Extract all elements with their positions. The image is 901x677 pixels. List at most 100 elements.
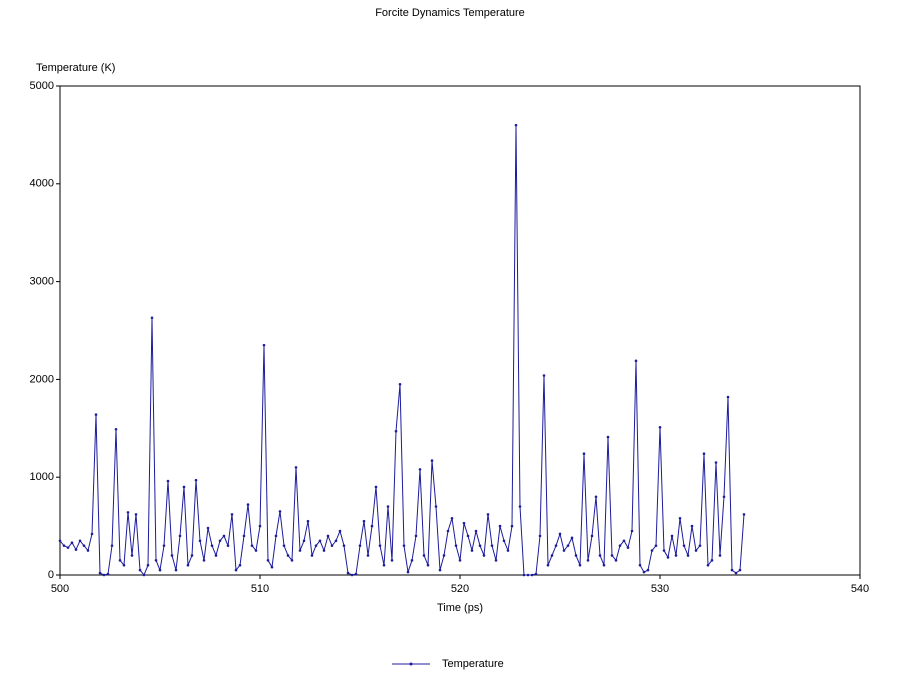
point-marker [414,534,418,538]
point-marker [270,565,274,569]
point-marker [610,554,614,557]
point-marker [210,544,214,547]
point-marker [366,554,370,557]
point-marker [518,505,522,508]
x-tick-label: 510 [251,583,269,595]
point-marker [626,546,630,549]
point-marker [130,554,134,557]
point-marker [614,559,618,562]
point-marker [506,549,510,552]
point-marker [474,529,478,533]
point-marker [522,573,526,577]
point-marker [86,549,90,552]
point-marker [378,544,382,547]
point-marker [246,503,250,506]
point-marker [82,544,86,547]
point-marker [266,559,270,562]
point-marker [606,435,610,439]
point-marker [102,573,106,577]
point-marker [666,556,670,559]
point-marker [738,568,742,572]
plot-frame [59,85,861,576]
point-marker [250,544,254,547]
point-marker [654,544,658,547]
point-marker [574,554,578,557]
point-marker [186,563,190,567]
point-marker [174,568,178,572]
point-marker [78,539,82,543]
point-marker [286,554,290,557]
point-marker [238,563,242,567]
point-marker [322,549,326,552]
point-marker [206,526,210,530]
point-marker [418,468,422,471]
point-marker [446,529,450,533]
legend-label: Temperature [442,658,504,670]
legend-marker [409,662,413,666]
point-marker [430,459,434,462]
point-marker [154,559,158,562]
x-tick-label: 520 [451,583,469,595]
point-marker [466,534,470,538]
point-marker [450,516,454,520]
point-marker [646,568,650,572]
point-marker [142,573,146,577]
point-marker [658,426,662,429]
point-marker [410,559,414,562]
point-marker [498,524,502,528]
point-marker [314,544,318,547]
point-marker [638,563,642,567]
point-marker [566,544,570,547]
point-marker [454,544,458,547]
point-marker [662,549,666,552]
point-marker [598,554,602,557]
point-marker [442,554,446,557]
point-marker [490,544,494,547]
point-marker [726,395,730,399]
point-marker [166,479,170,483]
point-marker [342,544,346,547]
point-marker [406,570,410,574]
point-marker [642,570,646,574]
point-marker [582,452,586,456]
point-marker [542,374,546,377]
point-marker [390,559,394,562]
point-marker [426,563,430,567]
point-marker [586,559,590,562]
point-marker [306,519,310,523]
point-marker [350,573,354,577]
point-marker [214,554,218,557]
point-marker [318,539,322,543]
point-marker [674,554,678,557]
point-marker [334,539,338,543]
point-marker [434,505,438,508]
point-marker [202,559,206,562]
point-marker [226,544,230,547]
point-marker [634,359,638,363]
point-marker [346,571,350,575]
point-marker [630,529,634,533]
point-marker [118,559,122,562]
point-marker [190,554,194,557]
point-marker [298,549,302,552]
point-marker [486,513,490,516]
point-marker [114,427,118,431]
point-marker [58,539,62,543]
point-marker [274,534,278,538]
point-marker [554,544,558,547]
x-tick-label: 540 [851,583,869,595]
point-marker [578,563,582,567]
point-marker [594,495,598,499]
point-marker [394,429,398,433]
point-marker [198,539,202,543]
point-marker [558,532,562,536]
y-tick-label: 3000 [30,276,54,288]
point-marker [230,513,234,516]
point-marker [94,413,98,416]
point-marker [170,554,174,557]
point-marker [706,563,710,567]
point-marker [374,485,378,489]
point-marker [602,563,606,567]
point-marker [302,539,306,543]
point-marker [178,534,182,538]
